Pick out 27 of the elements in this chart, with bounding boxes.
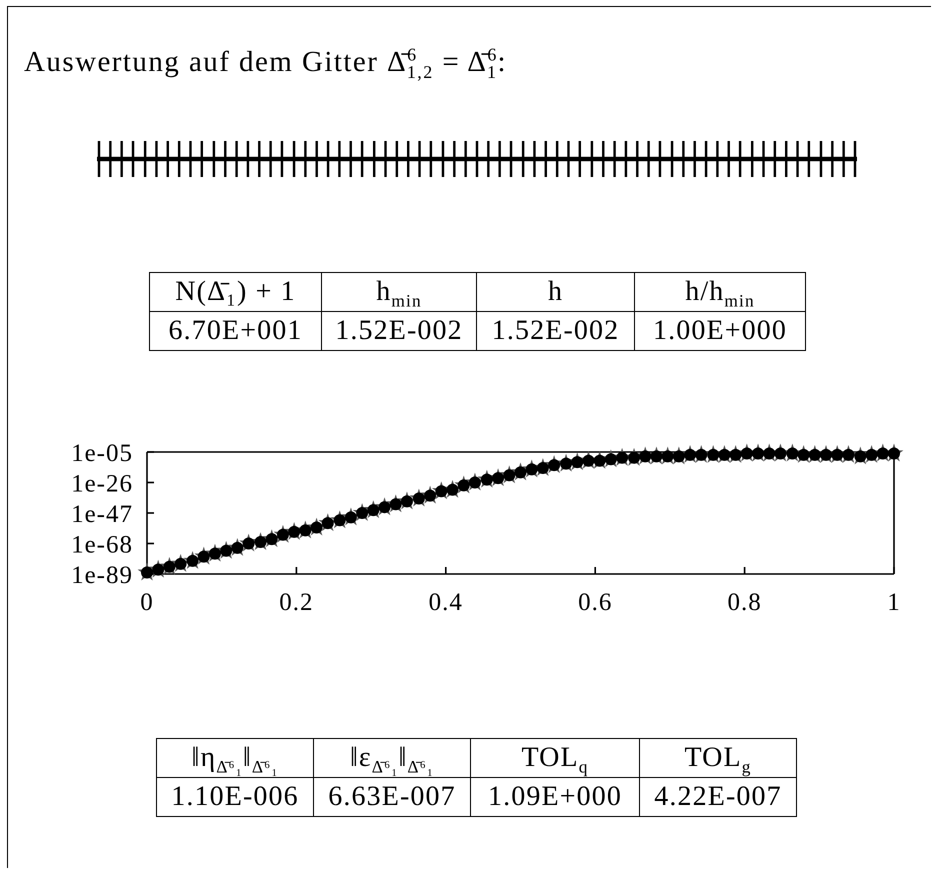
text: TOL$_{g}$: [684, 742, 752, 777]
text: h$_{min}$: [376, 276, 422, 311]
text: h/h$_{min}$: [685, 276, 755, 311]
text: 4.22E-007: [654, 781, 782, 812]
text: ‖ε$_{Δ̄⁶₁}$‖$_{Δ̄⁶₁}$: [350, 742, 434, 777]
text: 6.63E-007: [328, 781, 456, 812]
y-tick-label: 1e-26: [71, 470, 133, 498]
y-tick-label: 1e-89: [71, 562, 133, 589]
x-tick-label: 0.6: [578, 588, 612, 616]
x-tick-label: 0.8: [727, 588, 762, 616]
y-tick-label: 1e-05: [71, 440, 133, 467]
text: 1.09E+000: [488, 781, 622, 812]
text: h: [548, 276, 564, 307]
x-tick-label: 0.2: [279, 588, 314, 616]
text: N(Δ̄₁) + 1: [175, 276, 296, 307]
text: 1.52E-002: [335, 315, 463, 346]
text: TOL$_{q}$: [521, 742, 589, 777]
text: 1.00E+000: [653, 315, 787, 346]
x-tick-label: 0.4: [428, 588, 463, 616]
text: 1.10E-006: [171, 781, 299, 812]
text: 6.70E+001: [168, 315, 302, 346]
x-tick-label: 0: [140, 588, 154, 616]
text: 1.52E-002: [492, 315, 620, 346]
x-tick-label: 1: [887, 588, 901, 616]
text: ‖η$_{Δ̄⁶₁}$‖$_{Δ̄⁶₁}$: [191, 742, 278, 777]
y-tick-label: 1e-47: [71, 500, 133, 528]
y-tick-label: 1e-68: [71, 531, 133, 558]
